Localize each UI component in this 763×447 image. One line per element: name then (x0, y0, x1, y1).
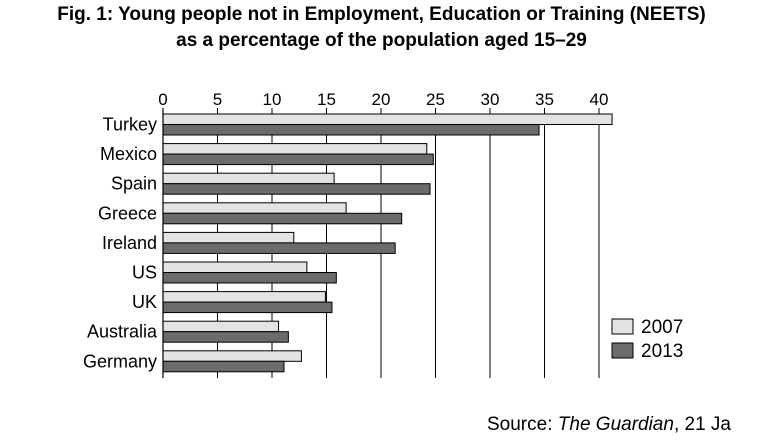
bar-turkey-2007 (162, 113, 613, 125)
bar-greece-2013 (162, 212, 403, 225)
category-label-germany: Germany (83, 351, 157, 371)
bar-australia-2013 (162, 331, 289, 343)
category-label-ireland: Ireland (102, 233, 157, 253)
source-date: , 21 Ja (673, 414, 731, 435)
legend-swatch-2013 (611, 342, 634, 359)
legend: 2007 2013 (611, 317, 683, 362)
legend-label-2007: 2007 (641, 317, 683, 338)
x-tick-label-5: 5 (213, 90, 222, 109)
x-tick-label-10: 10 (263, 90, 282, 109)
source-prefix: Source: (487, 414, 558, 435)
x-tick-label-40: 40 (590, 90, 609, 109)
category-label-greece: Greece (98, 203, 157, 223)
category-label-spain: Spain (111, 174, 157, 194)
bar-greece-2007 (162, 202, 347, 214)
source-publication: The Guardian (557, 414, 674, 435)
category-labels: Turkey Mexico Spain Greece Ireland US UK Austra… (83, 115, 158, 372)
bar-ireland-2007 (162, 231, 295, 244)
bar-spain-2007 (162, 172, 335, 185)
x-tick-label-0: 0 (158, 90, 167, 109)
category-label-us: US (132, 263, 157, 283)
category-label-mexico: Mexico (100, 144, 157, 164)
category-label-turkey: Turkey (103, 115, 157, 135)
x-tick-label-20: 20 (372, 90, 391, 109)
bar-us-2007 (162, 261, 308, 273)
chart-title: Fig. 1: Young people not in Employment, … (0, 2, 763, 54)
source-note: Source: The Guardian, 21 Ja (487, 414, 731, 436)
bar-mexico-2013 (162, 153, 434, 166)
x-axis-ticks: 0 5 10 15 20 25 30 35 40 (158, 90, 608, 109)
bar-germany-2013 (162, 360, 285, 373)
category-label-australia: Australia (87, 322, 158, 342)
chart-title-line-1: Fig. 1: Young people not in Employment, … (57, 4, 706, 25)
bar-uk-2013 (162, 301, 333, 314)
legend-label-2013: 2013 (641, 341, 683, 362)
x-tick-label-15: 15 (317, 90, 336, 109)
category-label-uk: UK (132, 292, 157, 312)
bar-australia-2007 (162, 320, 280, 333)
bar-spain-2013 (162, 183, 431, 195)
chart-title-line-2: as a percentage of the population aged 1… (176, 30, 587, 51)
bars (162, 113, 613, 373)
bar-germany-2007 (162, 350, 302, 362)
x-tick-label-35: 35 (535, 90, 554, 109)
bar-us-2013 (162, 272, 337, 284)
legend-swatch-2007 (611, 318, 634, 335)
bar-mexico-2007 (162, 143, 428, 155)
x-tick-label-30: 30 (481, 90, 500, 109)
bar-uk-2007 (162, 291, 326, 303)
bar-ireland-2013 (162, 242, 396, 254)
x-tick-label-25: 25 (426, 90, 445, 109)
bar-turkey-2013 (162, 124, 540, 136)
